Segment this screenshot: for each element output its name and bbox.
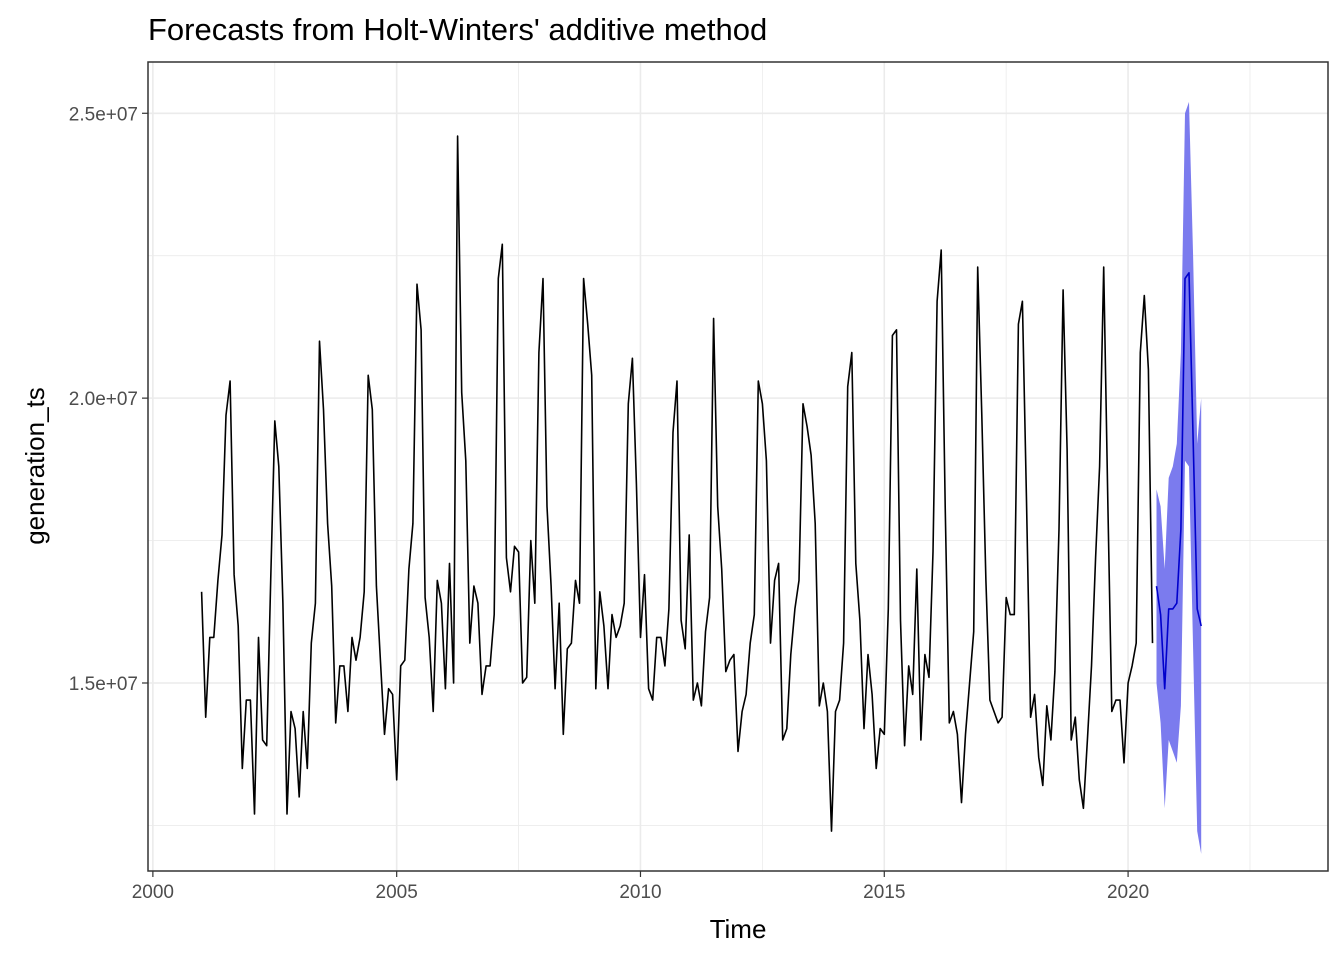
x-axis: 2000 2005 2010 2015 2020 — [132, 871, 1149, 903]
x-tick-label: 2020 — [1107, 882, 1149, 903]
x-tick-label: 2010 — [619, 882, 661, 903]
y-tick-label: 2.5e+07 — [69, 104, 138, 125]
y-axis-title: generation_ts — [20, 387, 50, 545]
series-layer — [200, 135, 1202, 832]
x-tick-label: 2000 — [132, 882, 174, 903]
y-axis: 1.5e+07 2.0e+07 2.5e+07 — [69, 104, 148, 695]
x-tick-label: 2005 — [376, 882, 418, 903]
chart-title: Forecasts from Holt-Winters' additive me… — [148, 12, 767, 47]
grid-lines — [148, 62, 1328, 871]
y-tick-label: 1.5e+07 — [69, 674, 138, 695]
panel-border — [147, 61, 1329, 872]
y-tick-label: 2.0e+07 — [69, 389, 138, 410]
observed-series-line — [200, 135, 1154, 832]
x-tick-label: 2015 — [863, 882, 905, 903]
x-axis-title: Time — [710, 914, 767, 944]
forecast-series-line — [1155, 271, 1202, 690]
